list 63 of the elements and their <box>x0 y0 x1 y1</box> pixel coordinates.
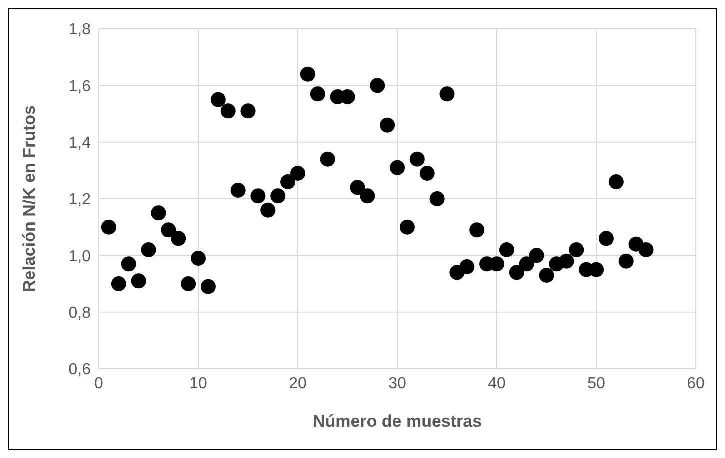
point <box>320 152 336 167</box>
point <box>161 222 176 238</box>
x-tick-label: 0 <box>94 375 104 392</box>
point <box>470 222 485 238</box>
y-tick-label: 1,0 <box>68 248 92 266</box>
point <box>171 231 186 246</box>
x-tick-label: 10 <box>190 375 208 392</box>
point <box>598 231 614 246</box>
point <box>131 274 146 289</box>
point <box>200 279 216 294</box>
point <box>141 242 156 258</box>
point <box>270 188 286 204</box>
point <box>390 160 405 176</box>
point <box>410 152 425 167</box>
point <box>370 78 386 94</box>
point <box>380 118 396 133</box>
point <box>260 202 276 218</box>
y-tick-label: 1,2 <box>68 192 92 209</box>
y-tick-label: 1,8 <box>68 22 92 39</box>
x-tick-label: 20 <box>289 375 307 392</box>
point <box>519 256 534 272</box>
point <box>111 276 126 292</box>
point <box>181 276 196 292</box>
y-axis-title: Relación N/K en Frutos <box>20 105 40 293</box>
x-tick-label: 40 <box>488 375 506 392</box>
point <box>250 188 266 204</box>
point <box>539 268 554 283</box>
point <box>101 220 116 235</box>
point <box>638 242 654 258</box>
point <box>240 104 256 119</box>
point <box>191 251 206 266</box>
point <box>529 248 544 264</box>
point <box>589 262 604 278</box>
x-tick-label: 60 <box>687 375 705 392</box>
point <box>569 242 584 258</box>
y-tick-label: 0,8 <box>68 305 92 322</box>
point <box>280 174 296 190</box>
y-tick-label: 1,4 <box>68 135 92 152</box>
point <box>499 242 514 258</box>
point <box>360 188 376 204</box>
point <box>430 192 445 206</box>
point <box>210 92 226 108</box>
y-tick-label: 1,6 <box>68 78 92 96</box>
point <box>420 166 435 181</box>
point <box>220 104 236 119</box>
point <box>460 260 475 274</box>
point <box>121 256 136 272</box>
point <box>559 254 574 269</box>
x-axis-title: Número de muestras <box>312 412 482 431</box>
point <box>509 265 524 280</box>
point <box>151 206 166 221</box>
point <box>310 86 326 102</box>
x-tick-label: 30 <box>388 375 406 392</box>
point <box>400 220 415 235</box>
y-tick-label: 0,6 <box>68 362 92 379</box>
x-tick-label: 50 <box>588 375 606 392</box>
point <box>608 174 624 190</box>
point <box>350 180 366 196</box>
point <box>230 183 246 198</box>
point <box>440 86 455 102</box>
point <box>290 166 306 181</box>
point <box>300 66 316 82</box>
point <box>618 254 634 269</box>
